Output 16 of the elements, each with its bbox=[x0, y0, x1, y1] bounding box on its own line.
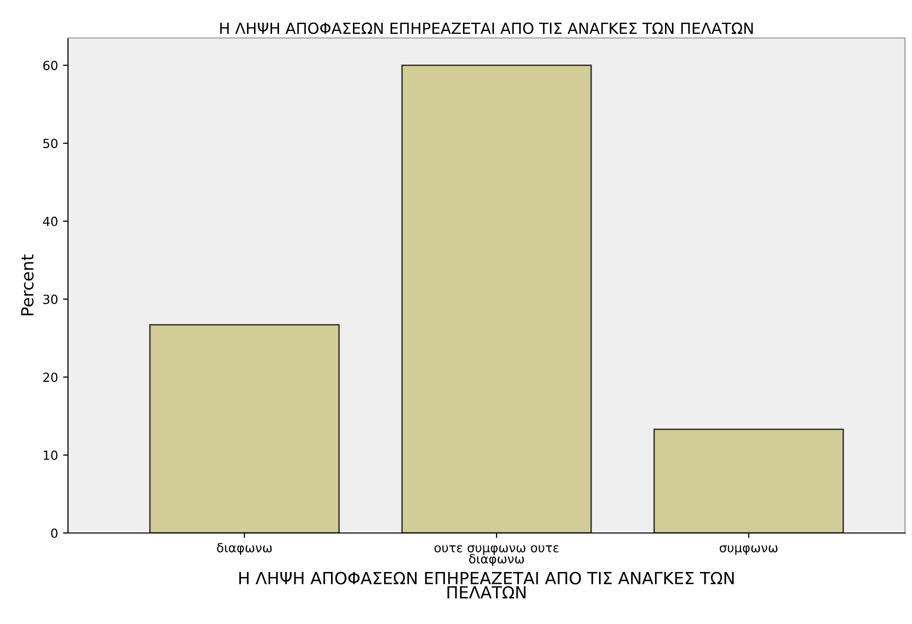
x-tick-label: διαφωνω bbox=[217, 542, 272, 555]
x-axis-title: Η ΛΗΨΗ ΑΠΟΦΑΣΕΩΝ ΕΠΗΡΕΑΖΕΤΑΙ ΑΠΟ ΤΙΣ ΑΝΑΓΚΕΣ ΤΩΝ ΠΕΛΑΤΩΝ bbox=[239, 572, 734, 598]
y-tick-label: 40 bbox=[42, 216, 58, 226]
y-tick-label: 50 bbox=[43, 138, 58, 148]
bar bbox=[653, 428, 844, 533]
x-tick-label: ουτε συμφωνω ουτε διαφωνω bbox=[434, 545, 559, 566]
y-tick-label: 60 bbox=[43, 60, 58, 70]
x-tick-label: συμφωνω bbox=[720, 545, 778, 555]
y-tick-label: 30 bbox=[43, 294, 58, 304]
y-tick-label: 20 bbox=[43, 372, 58, 382]
y-axis-title: Percent bbox=[21, 254, 34, 316]
chart-title: Η ΛΗΨΗ ΑΠΟΦΑΣΕΩΝ ΕΠΗΡΕΑΖΕΤΑΙ ΑΠΟ ΤΙΣ ΑΝΑΓΚΕΣ ΤΩΝ ΠΕΛΑΤΩΝ bbox=[220, 22, 753, 34]
y-tick-label: 0 bbox=[51, 528, 58, 538]
bar bbox=[401, 64, 592, 533]
bar bbox=[149, 324, 340, 533]
y-tick-label: 10 bbox=[44, 450, 58, 460]
